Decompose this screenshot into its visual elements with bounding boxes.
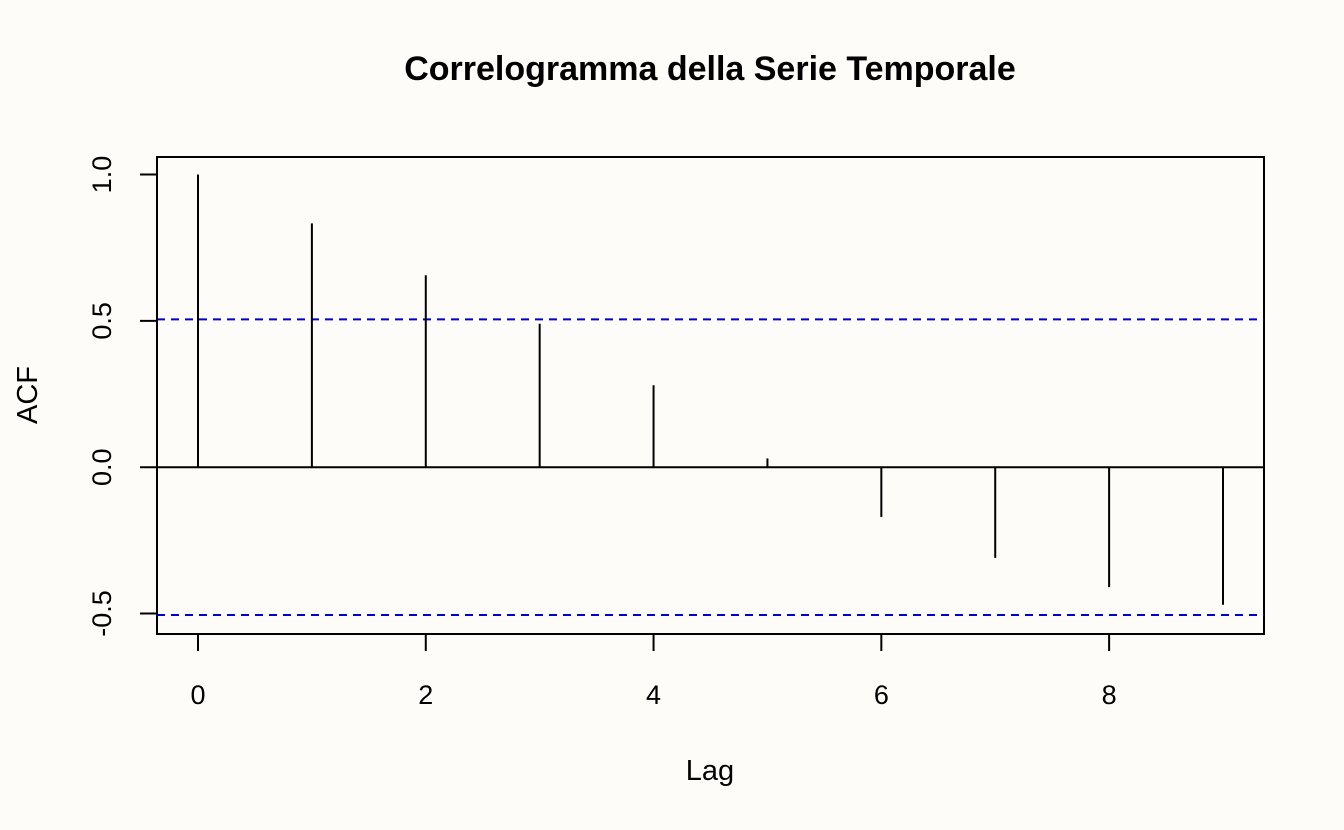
x-tick-label-4: 4 [646,680,661,710]
y-tick-label-3: 1.0 [87,156,117,194]
x-tick-label-6: 6 [874,680,889,710]
chart-title: Correlogramma della Serie Temporale [404,50,1016,88]
y-tick-label-0: -0.5 [87,590,117,637]
x-axis-label: Lag [686,755,734,787]
x-tick-label-0: 0 [190,680,205,710]
y-tick-label-2: 0.5 [87,302,117,340]
plot-frame [156,156,1265,635]
x-tick-label-2: 2 [418,680,433,710]
y-tick-label-1: 0.0 [87,448,117,486]
x-tick-label-8: 8 [1102,680,1117,710]
y-axis-label: ACF [12,366,44,424]
chart-marks: 0 2 4 6 8 -0.5 0.0 0.5 1.0 [87,156,1264,710]
